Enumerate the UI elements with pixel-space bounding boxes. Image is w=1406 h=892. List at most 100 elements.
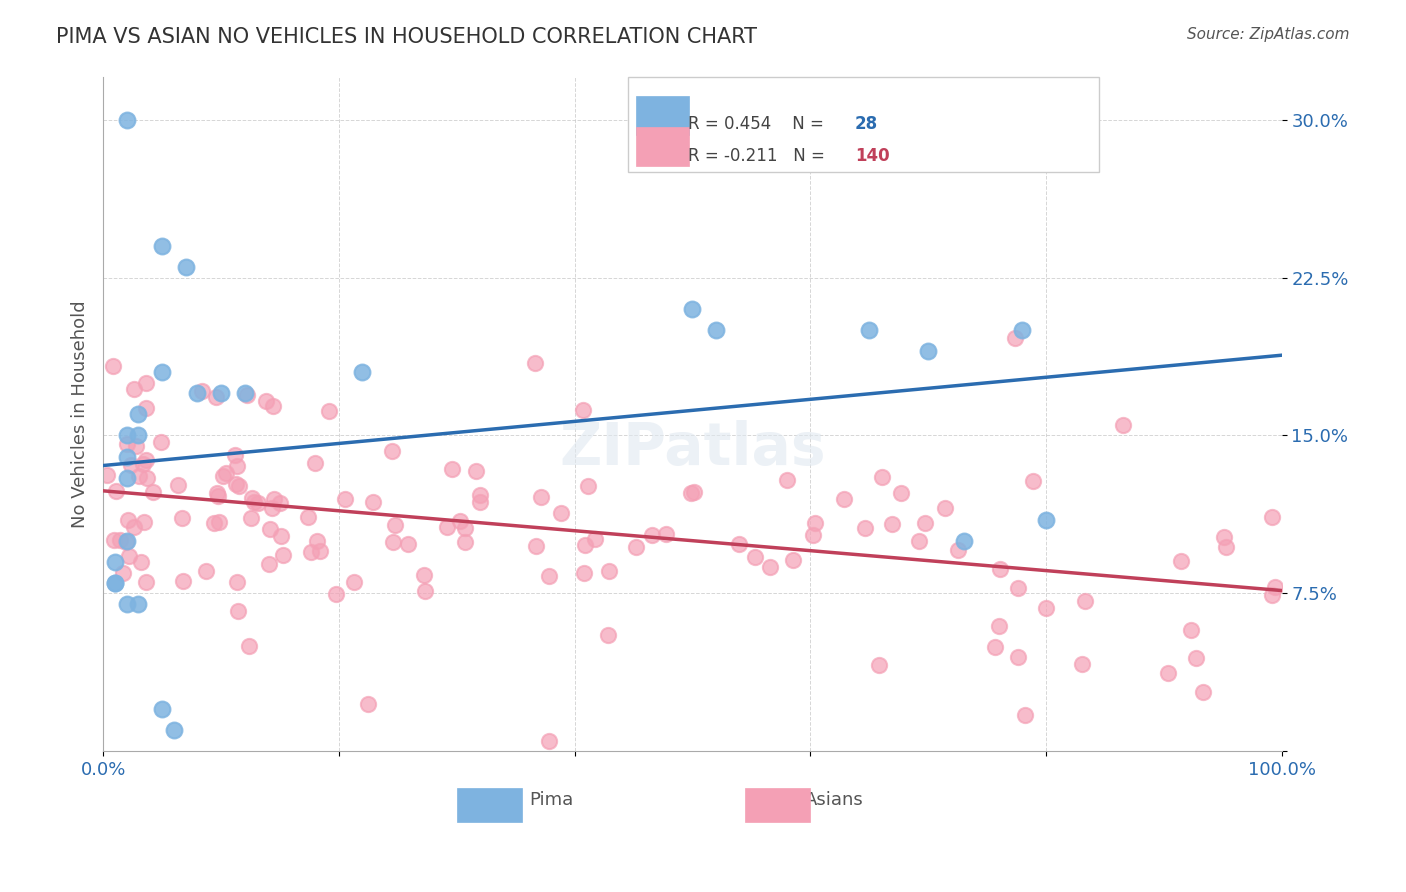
- Point: [115, 597, 138, 611]
- Point: [523, 356, 546, 370]
- Point: [191, 384, 214, 398]
- Point: [1157, 666, 1180, 681]
- Point: [1007, 581, 1029, 595]
- Point: [361, 495, 384, 509]
- Point: [436, 520, 458, 534]
- Point: [801, 527, 824, 541]
- Point: [572, 566, 595, 580]
- Point: [728, 537, 751, 551]
- Point: [305, 533, 328, 548]
- Point: [880, 517, 903, 532]
- Point: [238, 639, 260, 653]
- Point: [105, 483, 128, 498]
- Point: [117, 513, 139, 527]
- Point: [641, 528, 664, 542]
- Point: [115, 428, 138, 442]
- Point: [1191, 685, 1213, 699]
- Point: [186, 386, 208, 401]
- Point: [228, 479, 250, 493]
- Point: [103, 359, 125, 374]
- Point: [270, 529, 292, 543]
- Point: [202, 516, 225, 531]
- Point: [758, 560, 780, 574]
- Point: [343, 574, 366, 589]
- Point: [1180, 624, 1202, 638]
- Point: [142, 485, 165, 500]
- Point: [858, 323, 880, 337]
- Point: [262, 500, 284, 515]
- Point: [257, 557, 280, 571]
- Point: [174, 260, 197, 274]
- Point: [150, 239, 173, 253]
- Point: [104, 575, 127, 590]
- Point: [384, 518, 406, 533]
- Point: [524, 539, 547, 553]
- Point: [357, 697, 380, 711]
- Point: [103, 533, 125, 547]
- Point: [226, 575, 249, 590]
- Point: [172, 511, 194, 525]
- Point: [128, 469, 150, 483]
- Point: [108, 533, 131, 548]
- Point: [243, 495, 266, 509]
- Text: Source: ZipAtlas.com: Source: ZipAtlas.com: [1187, 27, 1350, 42]
- Point: [129, 555, 152, 569]
- Point: [236, 388, 259, 402]
- Point: [96, 468, 118, 483]
- Point: [868, 658, 890, 673]
- Text: Asians: Asians: [804, 791, 863, 809]
- Text: 140: 140: [855, 147, 890, 165]
- Point: [115, 112, 138, 127]
- Point: [449, 514, 471, 528]
- Point: [530, 490, 553, 504]
- Point: [135, 376, 157, 390]
- Point: [104, 555, 127, 569]
- Point: [381, 535, 404, 549]
- Point: [333, 492, 356, 507]
- Point: [309, 544, 332, 558]
- Point: [135, 575, 157, 590]
- FancyBboxPatch shape: [636, 128, 689, 167]
- Point: [121, 458, 143, 473]
- Y-axis label: No Vehicles in Household: No Vehicles in Household: [72, 301, 89, 528]
- Point: [352, 365, 374, 379]
- Point: [440, 461, 463, 475]
- Point: [890, 486, 912, 500]
- Point: [987, 619, 1010, 633]
- Point: [1112, 418, 1135, 433]
- Point: [127, 428, 149, 442]
- Point: [908, 533, 931, 548]
- Point: [465, 464, 488, 478]
- Text: R = 0.454    N =: R = 0.454 N =: [688, 115, 828, 133]
- FancyBboxPatch shape: [745, 789, 810, 822]
- Point: [626, 540, 648, 554]
- Point: [304, 456, 326, 470]
- Point: [233, 386, 256, 401]
- Point: [172, 574, 194, 588]
- Point: [263, 491, 285, 506]
- Point: [271, 548, 294, 562]
- Point: [1170, 554, 1192, 568]
- Point: [135, 470, 157, 484]
- Point: [598, 564, 620, 578]
- Point: [224, 448, 246, 462]
- Point: [1035, 601, 1057, 615]
- FancyBboxPatch shape: [627, 78, 1099, 172]
- Point: [870, 470, 893, 484]
- Point: [952, 533, 974, 548]
- Point: [163, 723, 186, 738]
- Point: [413, 567, 436, 582]
- Point: [239, 511, 262, 525]
- Point: [209, 386, 232, 401]
- Point: [112, 566, 135, 581]
- Point: [1011, 323, 1033, 337]
- Point: [1022, 474, 1045, 488]
- Point: [208, 515, 231, 529]
- Point: [124, 438, 146, 452]
- Point: [988, 562, 1011, 576]
- Point: [104, 575, 127, 590]
- Point: [118, 549, 141, 563]
- Point: [134, 515, 156, 529]
- Point: [167, 477, 190, 491]
- Point: [574, 538, 596, 552]
